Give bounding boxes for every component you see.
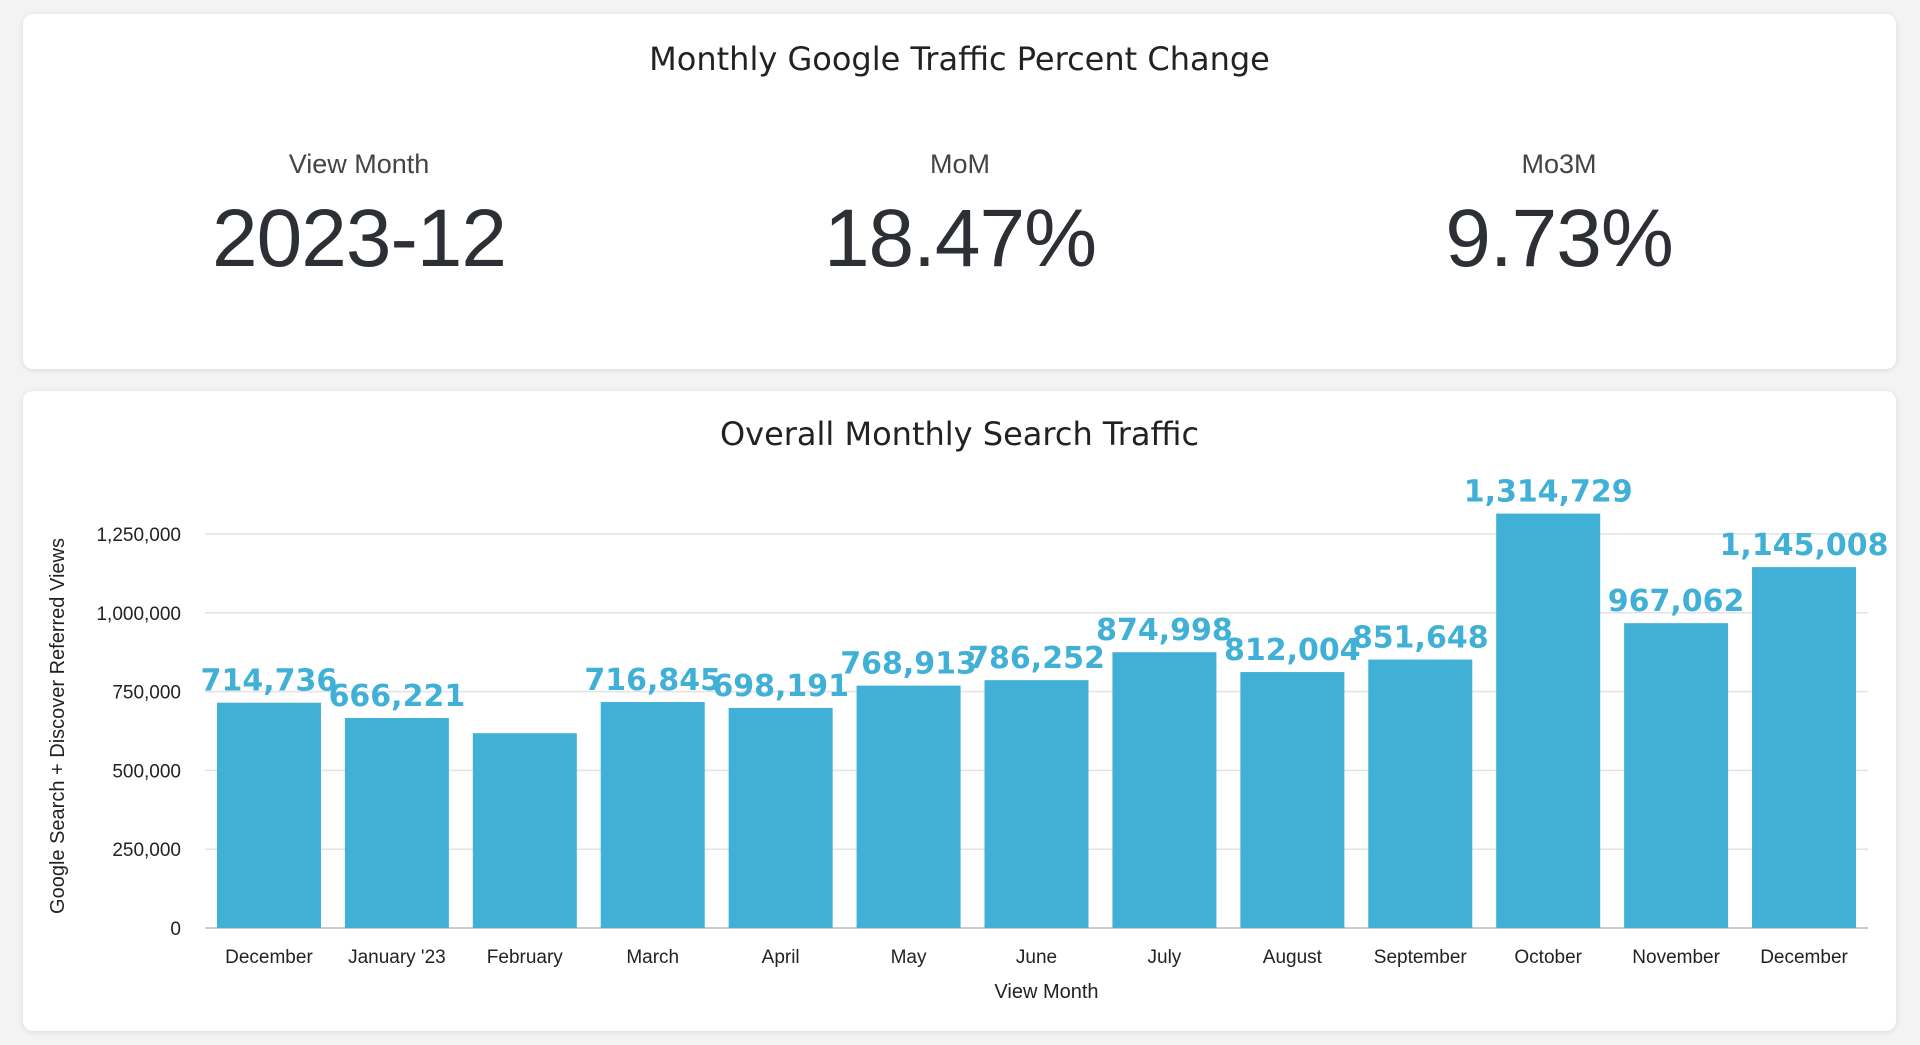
- y-tick-label: 250,000: [112, 840, 181, 861]
- x-tick-label: August: [1263, 947, 1323, 968]
- y-tick-label: 1,250,000: [96, 525, 181, 546]
- data-label: 714,736: [201, 664, 338, 699]
- bar: [1752, 567, 1857, 928]
- kpi-mom: MoM 18.47%: [750, 149, 1170, 286]
- y-tick-label: 500,000: [112, 761, 181, 782]
- chart-card: Overall Monthly Search Traffic 0 250,000 5…: [23, 391, 1896, 1031]
- x-tick-label: March: [626, 947, 679, 968]
- bar: [600, 702, 705, 928]
- data-label: 967,062: [1608, 584, 1745, 619]
- kpi-value: 9.73%: [1445, 193, 1674, 284]
- data-label: 716,845: [584, 663, 721, 698]
- data-label: 812,004: [1224, 633, 1361, 668]
- kpi-value: 18.47%: [823, 193, 1097, 284]
- kpi-label: Mo3M: [1521, 149, 1597, 179]
- y-tick-label: 0: [170, 919, 181, 940]
- bar: [1624, 623, 1729, 928]
- data-label: 666,221: [329, 679, 466, 714]
- x-tick-label: January '23: [348, 947, 446, 968]
- kpi-value: 2023-12: [212, 193, 507, 284]
- kpi-label: MoM: [930, 149, 990, 179]
- bar-chart: 0 250,000 500,000 750,000 1,000,000 1,250,000…: [47, 475, 1889, 1003]
- x-tick-label: July: [1148, 947, 1182, 968]
- y-tick-label: 750,000: [112, 683, 181, 704]
- y-axis-title: Google Search + Discover Referred Views: [47, 538, 69, 914]
- chart-title: Overall Monthly Search Traffic: [719, 415, 1200, 453]
- x-tick-label: September: [1374, 947, 1468, 968]
- x-tick-label: December: [225, 947, 313, 968]
- kpi-view-month: View Month 2023-12: [149, 149, 569, 286]
- bar: [984, 680, 1089, 928]
- bar: [472, 733, 577, 928]
- data-label: 874,998: [1096, 613, 1233, 648]
- x-tick-label: December: [1760, 947, 1848, 968]
- kpi-card: Monthly Google Traffic Percent Change Vi…: [23, 14, 1896, 369]
- data-label: 851,648: [1352, 621, 1489, 656]
- x-tick-label: May: [891, 947, 927, 968]
- kpi-mo3m: Mo3M 9.73%: [1349, 149, 1769, 286]
- y-tick-label: 1,000,000: [96, 604, 181, 625]
- data-label: 786,252: [968, 641, 1105, 676]
- bar: [728, 707, 833, 928]
- bar: [1368, 659, 1473, 928]
- x-axis-title: View Month: [994, 981, 1098, 1003]
- x-tick-label: November: [1632, 947, 1720, 968]
- data-label: 1,314,729: [1464, 475, 1633, 510]
- bar: [1240, 672, 1345, 928]
- x-tick-label: October: [1514, 947, 1582, 968]
- bar: [856, 685, 961, 928]
- x-tick-label: June: [1016, 947, 1057, 968]
- bar: [344, 718, 449, 928]
- bar: [216, 702, 321, 928]
- x-tick-label: April: [762, 947, 800, 968]
- data-label: 768,913: [840, 647, 977, 682]
- bar: [1112, 652, 1217, 928]
- x-tick-label: February: [487, 947, 564, 968]
- bar: [1496, 513, 1601, 928]
- kpi-label: View Month: [288, 149, 430, 179]
- data-label: 698,191: [712, 669, 849, 704]
- data-label: 1,145,008: [1720, 528, 1889, 563]
- kpi-card-title: Monthly Google Traffic Percent Change: [649, 40, 1270, 78]
